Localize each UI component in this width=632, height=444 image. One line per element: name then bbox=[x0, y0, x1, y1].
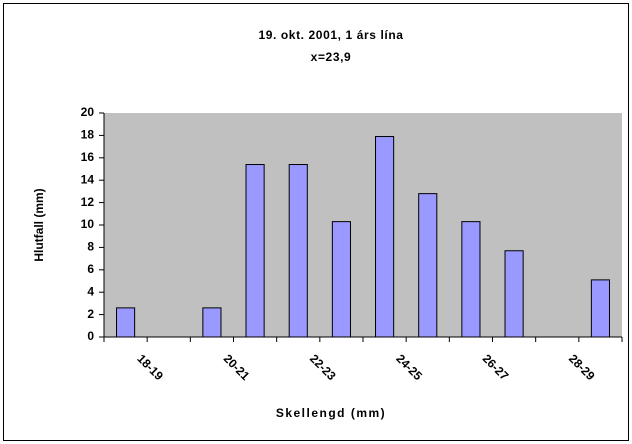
y-tick-label: 2 bbox=[87, 307, 94, 321]
x-axis-label: Skellengd (mm) bbox=[276, 406, 386, 420]
bar bbox=[245, 164, 265, 338]
y-tick-label: 10 bbox=[81, 217, 95, 231]
y-tick-label: 20 bbox=[81, 105, 95, 119]
chart-subtitle: x=23,9 bbox=[311, 50, 352, 64]
bar bbox=[461, 221, 481, 338]
y-tick-label: 16 bbox=[81, 150, 95, 164]
bar bbox=[418, 193, 438, 338]
bar bbox=[331, 221, 351, 338]
y-tick-label: 12 bbox=[81, 195, 95, 209]
y-tick-label: 14 bbox=[81, 172, 95, 186]
bar bbox=[288, 164, 308, 338]
bar bbox=[375, 136, 395, 338]
bar bbox=[504, 250, 524, 338]
y-tick-label: 18 bbox=[81, 128, 95, 142]
y-tick-label: 6 bbox=[87, 262, 94, 276]
y-tick-label: 4 bbox=[87, 284, 94, 298]
plot-area bbox=[104, 113, 622, 337]
bar bbox=[202, 307, 222, 338]
y-axis-label: Hlutfall (mm) bbox=[32, 188, 46, 261]
y-tick-label: 0 bbox=[87, 329, 94, 343]
bar bbox=[116, 307, 136, 338]
chart-title: 19. okt. 2001, 1 árs lína bbox=[258, 28, 403, 42]
bar bbox=[590, 279, 610, 338]
y-tick-label: 8 bbox=[87, 240, 94, 254]
